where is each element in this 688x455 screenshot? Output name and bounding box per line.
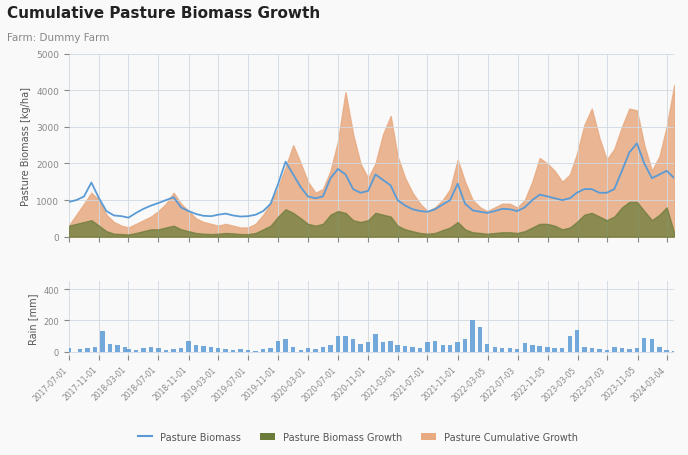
Bar [141,349,146,352]
Bar [115,346,120,352]
Legend: Pasture Biomass, Pasture Biomass Growth, Pasture Cumulative Growth: Pasture Biomass, Pasture Biomass Growth,… [134,428,581,445]
Bar [305,348,310,352]
Bar [665,350,669,352]
Bar [396,345,400,352]
Bar [582,347,587,352]
Bar [508,349,512,352]
Bar [471,321,475,352]
Bar [530,346,535,352]
Bar [381,343,385,352]
Bar [78,349,82,352]
Bar [373,335,378,352]
Bar [239,349,243,352]
Bar [500,348,504,352]
Bar [597,349,601,352]
Bar [485,344,489,352]
Bar [268,349,273,352]
Bar [552,348,557,352]
Bar [672,351,676,352]
Bar [366,343,370,352]
Bar [100,332,105,352]
Y-axis label: Rain [mm]: Rain [mm] [28,293,38,344]
Bar [649,339,654,352]
Bar [389,341,393,352]
Bar [134,350,138,352]
Bar [568,336,572,352]
Bar [620,349,624,352]
Text: Cumulative Pasture Biomass Growth: Cumulative Pasture Biomass Growth [7,6,320,21]
Bar [351,339,355,352]
Bar [149,347,153,352]
Bar [179,349,183,352]
Bar [455,343,460,352]
Bar [328,346,333,352]
Bar [635,348,639,352]
Bar [202,346,206,352]
Bar [246,350,250,352]
Bar [231,350,235,352]
Bar [612,347,616,352]
Bar [261,349,266,352]
Bar [537,346,542,352]
Bar [216,349,220,352]
Bar [299,350,303,352]
Bar [560,349,564,352]
Bar [343,336,347,352]
Bar [627,349,632,352]
Bar [127,349,131,352]
Bar [605,350,609,352]
Bar [403,346,407,352]
Bar [291,347,295,352]
Bar [657,347,662,352]
Bar [493,347,497,352]
Bar [418,348,422,352]
Bar [224,349,228,352]
Bar [209,347,213,352]
Bar [358,344,363,352]
Bar [164,350,169,352]
Bar [574,330,579,352]
Bar [171,349,176,352]
Bar [107,344,112,352]
Bar [283,339,288,352]
Bar [67,349,71,352]
Bar [253,351,258,352]
Bar [194,345,198,352]
Bar [313,349,318,352]
Bar [156,348,160,352]
Bar [642,338,647,352]
Bar [85,348,89,352]
Bar [433,341,438,352]
Bar [186,342,191,352]
Bar [448,346,452,352]
Y-axis label: Pasture Biomass [kg/ha]: Pasture Biomass [kg/ha] [21,86,30,205]
Bar [321,347,325,352]
Bar [410,347,415,352]
Bar [478,328,482,352]
Text: Farm: Dummy Farm: Farm: Dummy Farm [7,33,109,43]
Bar [425,343,430,352]
Bar [123,347,127,352]
Bar [515,349,519,352]
Bar [336,336,340,352]
Bar [522,343,527,352]
Bar [440,346,445,352]
Bar [590,349,594,352]
Bar [93,347,97,352]
Bar [276,341,281,352]
Bar [463,339,467,352]
Bar [545,347,550,352]
